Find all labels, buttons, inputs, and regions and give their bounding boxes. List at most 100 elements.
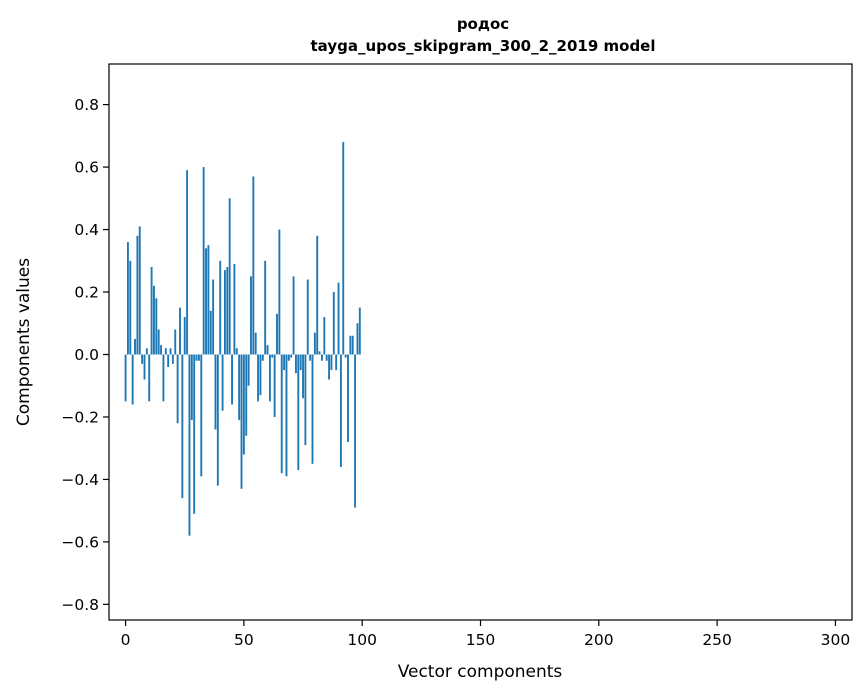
x-tick-label: 200 (584, 631, 614, 649)
bar (247, 354, 250, 386)
bar (240, 354, 243, 489)
bar (302, 354, 304, 399)
bar (325, 354, 328, 361)
x-tick-label: 50 (234, 631, 254, 649)
bar (254, 332, 257, 355)
bar-series (124, 142, 361, 536)
x-axis-label: Vector components (398, 662, 563, 682)
x-axis: 0 50 100 150 200 250 300 (121, 620, 851, 649)
bar (311, 354, 314, 464)
bar (219, 260, 222, 355)
bar (134, 338, 136, 355)
bar (186, 170, 189, 355)
bar (273, 354, 276, 417)
bar (212, 279, 215, 355)
bar (299, 354, 302, 371)
bar (266, 345, 269, 355)
y-tick-label: −0.2 (61, 408, 99, 426)
bar (323, 317, 326, 355)
y-tick-label: 0.0 (74, 346, 99, 364)
bar (136, 235, 139, 355)
bar (354, 354, 357, 508)
bar (179, 307, 181, 355)
bar (224, 270, 226, 355)
bar (141, 354, 144, 364)
bar (176, 354, 179, 424)
bar (268, 354, 271, 402)
bar (283, 354, 286, 371)
bar (328, 354, 330, 380)
bar (252, 176, 255, 355)
bar (174, 329, 177, 355)
bar (285, 354, 288, 477)
bar (339, 354, 342, 467)
bar (344, 354, 347, 358)
bar (347, 354, 349, 442)
bar (138, 226, 141, 355)
bar (207, 245, 210, 355)
bar (181, 354, 184, 499)
bar (306, 279, 309, 355)
bar (148, 354, 151, 402)
bar (318, 351, 321, 355)
bar (155, 298, 158, 355)
bar (145, 348, 148, 355)
bar (332, 292, 335, 355)
bar (124, 354, 127, 402)
bar (280, 354, 283, 474)
bar (290, 354, 293, 358)
bar (358, 307, 361, 355)
bar (209, 310, 212, 355)
bar (129, 260, 132, 355)
bar (264, 260, 267, 355)
bar (231, 354, 233, 405)
bar (188, 354, 191, 536)
bar (200, 354, 203, 477)
bar (335, 354, 338, 371)
x-tick-label: 150 (466, 631, 496, 649)
bar (292, 276, 295, 355)
x-tick-label: 250 (702, 631, 732, 649)
bar (330, 354, 333, 371)
bar (313, 332, 316, 355)
bar (351, 335, 354, 355)
x-tick-label: 300 (821, 631, 851, 649)
bar (238, 354, 241, 421)
bar (304, 354, 307, 446)
y-tick-label: −0.6 (61, 533, 99, 551)
bar (235, 348, 238, 355)
bar (195, 354, 198, 361)
bar (131, 354, 134, 405)
bar (197, 354, 200, 361)
bar (342, 142, 345, 355)
bar (242, 354, 245, 455)
bar (271, 354, 274, 358)
bar (321, 354, 323, 361)
bar (261, 354, 264, 361)
bar (183, 317, 186, 355)
bar (356, 323, 359, 355)
plot-frame (108, 63, 853, 621)
x-tick-label: 100 (347, 631, 377, 649)
bar (257, 354, 260, 402)
bar (160, 345, 162, 355)
bar (193, 354, 196, 514)
x-tick-label: 0 (121, 631, 131, 649)
bar (214, 354, 217, 430)
chart-subtitle: tayga_upos_skipgram_300_2_2019 model (311, 37, 656, 55)
bar (164, 348, 167, 355)
bar (287, 354, 290, 361)
bar (278, 229, 281, 355)
bar (169, 348, 172, 355)
bar (226, 267, 229, 355)
y-tick-label: −0.8 (61, 596, 99, 614)
bar (167, 354, 170, 367)
y-tick-label: 0.6 (74, 159, 99, 177)
bar (309, 354, 312, 361)
y-tick-label: 0.8 (74, 96, 99, 114)
bar (259, 354, 262, 396)
bar (157, 329, 160, 355)
bar (216, 354, 219, 486)
bar (143, 354, 146, 380)
